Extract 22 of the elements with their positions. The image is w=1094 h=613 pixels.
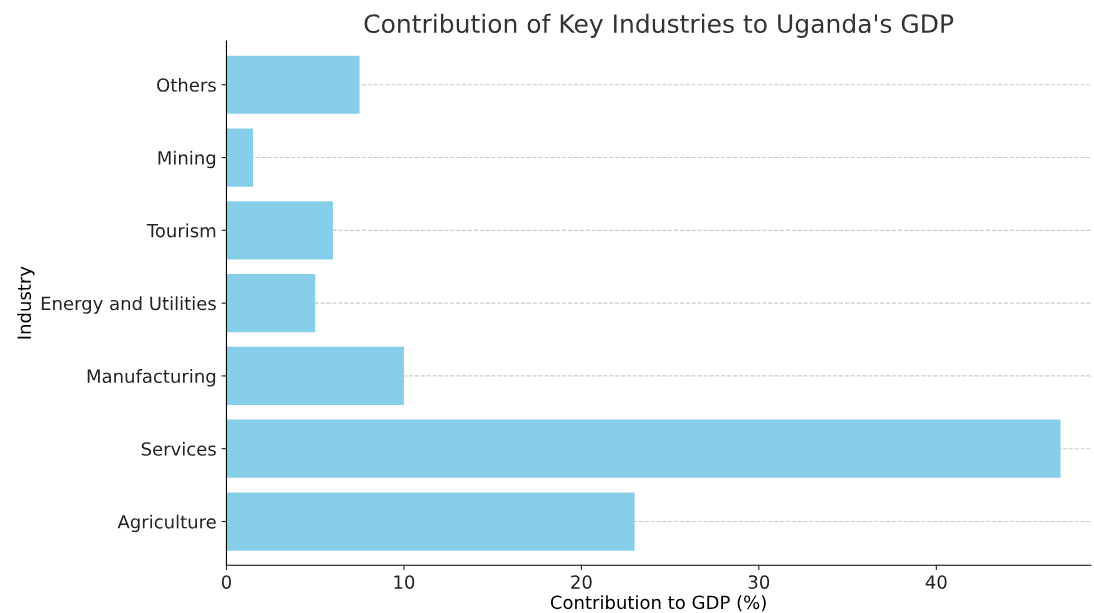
x-axis-title: Contribution to GDP (%) — [550, 595, 766, 612]
y-tick-label: Others — [157, 77, 216, 92]
x-tick-label: 30 — [748, 575, 770, 589]
y-tick-label: Agriculture — [117, 514, 216, 533]
bar — [226, 201, 333, 260]
y-tick-label: Services — [141, 441, 216, 456]
y-tick-label: Mining — [158, 150, 216, 169]
chart-title: Contribution of Key Industries to Uganda's GDP — [364, 13, 954, 38]
bar — [226, 419, 1061, 478]
x-tick-label: 20 — [571, 575, 592, 589]
x-tick-label: 40 — [925, 575, 947, 589]
bar — [226, 346, 404, 406]
y-tick-label: Energy and Utilities — [41, 296, 216, 314]
y-axis-title: Industry — [17, 266, 35, 339]
x-tick-label: 10 — [394, 575, 415, 589]
x-tick-label: 0 — [221, 575, 231, 589]
bar — [226, 492, 635, 551]
bar — [226, 55, 360, 114]
bar — [226, 274, 316, 333]
y-tick-label: Tourism — [146, 223, 216, 238]
y-tick-label: Manufacturing — [87, 369, 216, 387]
bar — [226, 128, 254, 187]
